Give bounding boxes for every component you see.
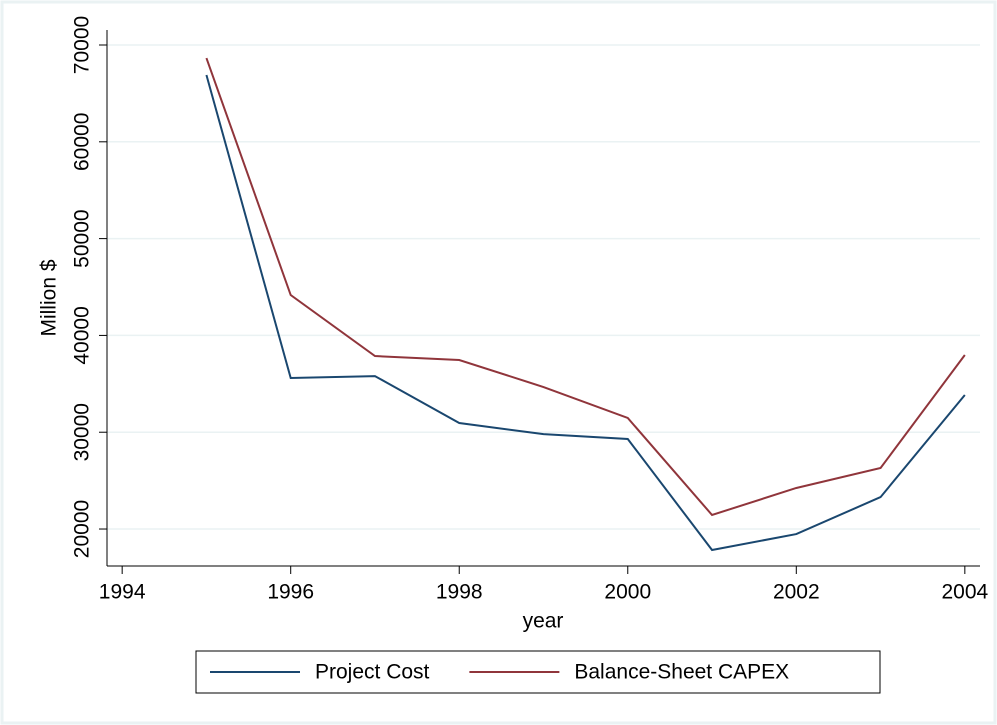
y-tick-label: 70000: [71, 16, 94, 74]
x-tick-label: 1996: [267, 581, 314, 604]
y-tick-label: 30000: [71, 403, 94, 461]
y-axis-label: Million $: [38, 259, 61, 336]
y-tick-label: 50000: [71, 209, 94, 267]
legend-label: Project Cost: [315, 661, 430, 684]
x-tick-label: 1994: [99, 581, 146, 604]
line-series: [205, 57, 966, 517]
x-tick-label: 2002: [773, 581, 820, 604]
x-tick-label: 2004: [941, 581, 988, 604]
x-tick-label: 2000: [604, 581, 651, 604]
legend-label: Balance-Sheet CAPEX: [574, 661, 789, 684]
y-tick-label: 60000: [71, 113, 94, 171]
line-series: [205, 74, 966, 552]
y-tick-label: 40000: [71, 306, 94, 364]
x-tick-label: 1998: [436, 581, 483, 604]
y-tick-label: 20000: [71, 500, 94, 558]
x-axis-label: year: [523, 610, 564, 633]
